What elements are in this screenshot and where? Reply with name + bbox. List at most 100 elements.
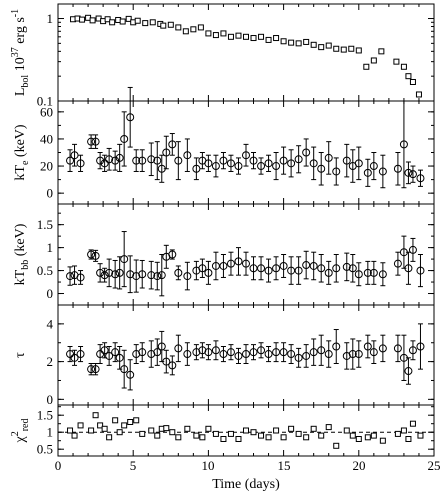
data-point	[71, 432, 78, 439]
data-point	[175, 24, 182, 31]
data-point	[115, 353, 124, 362]
data-point	[325, 42, 332, 49]
data-point	[167, 21, 174, 28]
data-point	[272, 264, 281, 273]
data-point	[288, 39, 295, 46]
data-point	[363, 268, 372, 277]
data-point	[342, 351, 351, 360]
y-tick-label: 0.5	[37, 442, 53, 457]
data-point	[354, 270, 363, 279]
data-point	[127, 419, 134, 425]
data-point	[91, 365, 100, 374]
data-point	[279, 348, 288, 357]
panel-kTbb: 0 0.5 1 1.5 kTbb (keV)	[13, 203, 435, 306]
data-point	[111, 348, 120, 357]
data-point	[249, 348, 258, 357]
data-point	[394, 430, 401, 437]
data-point	[193, 432, 200, 439]
data-point	[355, 436, 362, 442]
data-point	[212, 32, 219, 39]
data-point	[190, 26, 197, 33]
data-point	[162, 148, 171, 157]
data-point	[219, 156, 228, 165]
data-point	[408, 245, 417, 254]
y-tick-label: 2	[47, 354, 54, 369]
data-point	[126, 270, 135, 279]
data-point	[348, 350, 357, 359]
data-point	[332, 167, 341, 176]
data-point	[132, 272, 141, 281]
data-point	[342, 156, 351, 165]
data-point	[340, 46, 347, 53]
plot-frame	[57, 3, 435, 102]
data-point	[132, 350, 141, 359]
data-point	[310, 425, 317, 432]
data-point	[280, 434, 287, 441]
data-point	[416, 342, 425, 351]
y-axis-label-part: kT	[13, 269, 28, 285]
data-point	[400, 427, 407, 434]
x-tick-label: 15	[278, 458, 291, 473]
data-point	[264, 266, 273, 275]
data-point	[153, 348, 162, 357]
panel-luminosity: 0.1 1 Lbol 1037 erg s-1	[10, 3, 435, 109]
y-axis-label-part: τ	[13, 352, 28, 358]
data-point	[393, 344, 402, 353]
y-axis-label: τ	[13, 352, 28, 358]
panel-kTe: 0 20 40 60 kTe (keV)	[13, 86, 435, 205]
x-tick-label: 5	[130, 458, 137, 473]
data-point	[303, 434, 310, 441]
data-point	[120, 365, 129, 374]
data-point	[183, 350, 192, 359]
data-point	[205, 30, 212, 37]
data-point	[226, 348, 235, 357]
y-tick-label: 1.5	[37, 217, 53, 232]
data-point	[294, 155, 303, 164]
y-tick-label: 60	[40, 104, 53, 119]
data-point	[265, 434, 272, 441]
data-point	[220, 30, 227, 37]
data-point	[184, 425, 191, 432]
data-point	[89, 17, 96, 24]
data-point	[168, 250, 177, 259]
data-point	[126, 113, 135, 122]
y-axis-label-part: χ	[13, 436, 28, 444]
data-point	[120, 255, 129, 264]
x-axis-label: Time (days)	[212, 477, 280, 492]
data-point	[287, 159, 296, 168]
data-point	[227, 33, 234, 40]
data-point	[87, 250, 96, 259]
data-point	[126, 370, 135, 379]
data-point	[257, 346, 266, 355]
data-point	[174, 156, 183, 165]
y-axis-label-part: (keV)	[13, 124, 28, 160]
data-point	[125, 15, 132, 22]
data-point	[363, 342, 372, 351]
y-axis-label: Lbol 1037 erg s-1	[10, 9, 31, 96]
data-point	[192, 348, 201, 357]
data-point	[138, 270, 147, 279]
data-point	[370, 57, 377, 64]
data-point	[318, 44, 325, 51]
data-point	[295, 40, 302, 47]
data-point	[288, 425, 295, 432]
data-point	[149, 19, 156, 26]
y-tick-label: 1	[47, 240, 54, 255]
data-point	[157, 271, 166, 280]
data-point	[317, 164, 326, 173]
data-point	[408, 170, 417, 179]
y-axis-label-part: 10	[13, 57, 28, 75]
data-point	[399, 140, 408, 149]
data-point	[243, 33, 249, 40]
data-point	[199, 434, 206, 441]
data-point	[264, 159, 273, 168]
data-point	[219, 350, 228, 359]
data-point	[148, 427, 155, 434]
data-point	[153, 156, 162, 165]
y-axis-label-part: red	[20, 419, 31, 432]
data-point	[354, 350, 363, 359]
data-point	[234, 162, 243, 171]
y-axis-label-part: e	[20, 160, 31, 165]
data-point	[333, 45, 340, 52]
y-tick-label: 1.5	[37, 408, 53, 423]
